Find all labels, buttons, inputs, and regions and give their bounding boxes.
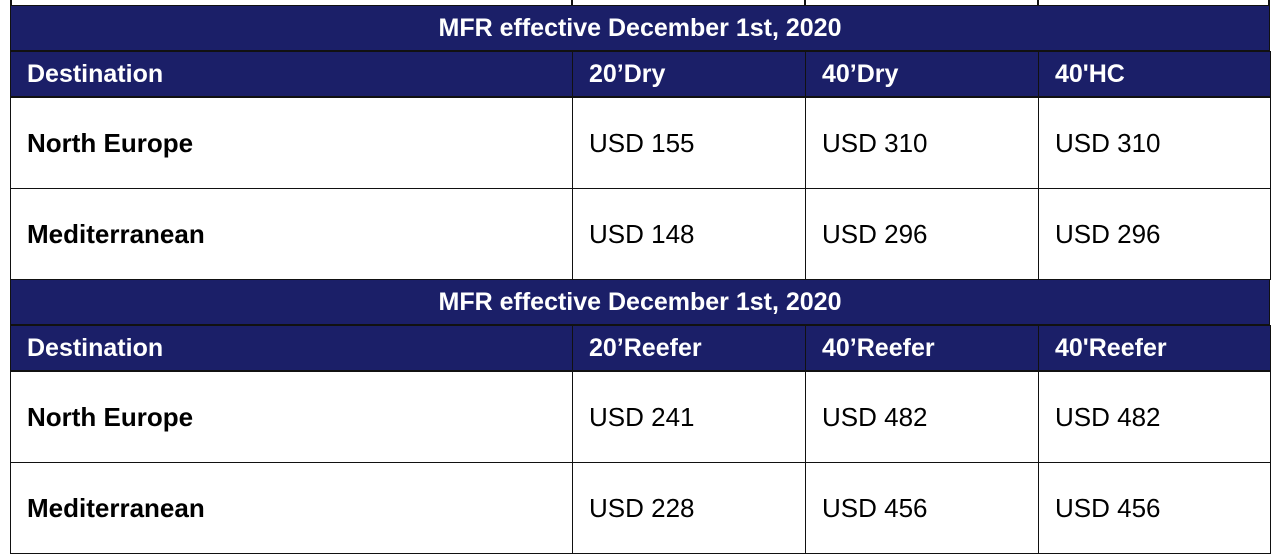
price-cell: USD 296	[805, 188, 1039, 280]
column-header: 40'HC	[1038, 51, 1271, 97]
table-title: MFR effective December 1st, 2020	[10, 5, 1270, 51]
price-cell: USD 310	[1038, 97, 1271, 189]
row-label: Mediterranean	[10, 188, 573, 280]
column-header: Destination	[10, 325, 573, 371]
price-cell: USD 296	[1038, 188, 1271, 280]
row-label: North Europe	[10, 371, 573, 463]
border	[1268, 0, 1270, 6]
column-header: 40’Reefer	[805, 325, 1039, 371]
border	[804, 0, 806, 6]
column-header: Destination	[10, 51, 573, 97]
price-cell: USD 228	[572, 462, 806, 554]
table-title: MFR effective December 1st, 2020	[10, 279, 1270, 325]
price-cell: USD 310	[805, 97, 1039, 189]
price-cell: USD 456	[1038, 462, 1271, 554]
price-cell: USD 482	[805, 371, 1039, 463]
border	[1037, 0, 1039, 6]
row-label: North Europe	[10, 97, 573, 189]
column-header: 20’Reefer	[572, 325, 806, 371]
price-cell: USD 241	[572, 371, 806, 463]
column-header: 40’Dry	[805, 51, 1039, 97]
border	[10, 0, 12, 6]
column-header: 20’Dry	[572, 51, 806, 97]
column-header: 40'Reefer	[1038, 325, 1271, 371]
row-label: Mediterranean	[10, 462, 573, 554]
price-cell: USD 148	[572, 188, 806, 280]
price-cell: USD 456	[805, 462, 1039, 554]
price-cell: USD 482	[1038, 371, 1271, 463]
border	[571, 0, 573, 6]
price-cell: USD 155	[572, 97, 806, 189]
